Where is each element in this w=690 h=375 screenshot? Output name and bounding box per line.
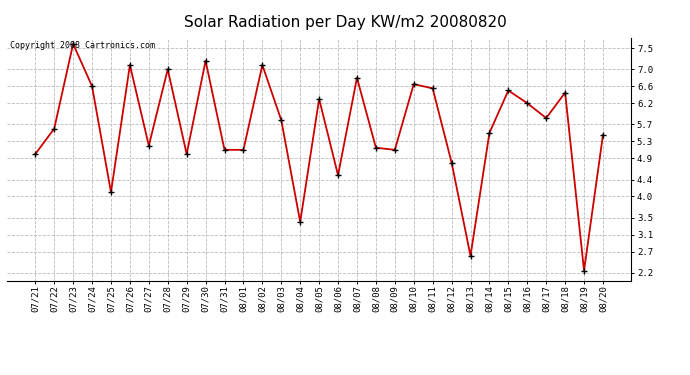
Text: Solar Radiation per Day KW/m2 20080820: Solar Radiation per Day KW/m2 20080820 xyxy=(184,15,506,30)
Text: Copyright 2008 Cartronics.com: Copyright 2008 Cartronics.com xyxy=(10,41,155,50)
